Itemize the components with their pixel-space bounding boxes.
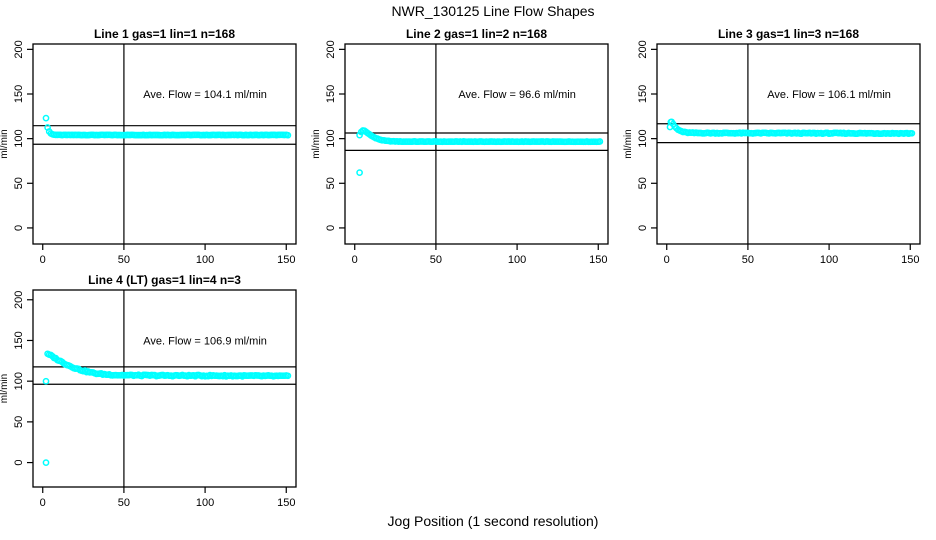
y-tick-label: 50 <box>13 416 25 428</box>
plot-box <box>656 43 921 245</box>
y-tick-label: 100 <box>13 129 25 147</box>
y-tick-label: 150 <box>637 85 649 103</box>
y-tick-label: 50 <box>13 177 25 189</box>
figure-title: NWR_130125 Line Flow Shapes <box>391 3 595 19</box>
average-flow-annotation: Ave. Flow = 96.6 ml/min <box>458 89 575 101</box>
y-tick-label: 150 <box>13 331 25 349</box>
y-tick-label: 0 <box>637 225 649 231</box>
plot-box <box>344 43 609 245</box>
average-flow-annotation: Ave. Flow = 106.9 ml/min <box>143 335 267 347</box>
average-flow-annotation: Ave. Flow = 104.1 ml/min <box>143 89 267 101</box>
data-point <box>356 169 363 176</box>
x-tick-label: 150 <box>277 254 295 266</box>
x-tick-label: 50 <box>430 254 442 266</box>
y-tick-label: 200 <box>325 40 337 58</box>
y-tick-label: 0 <box>13 460 25 466</box>
y-tick-label: 200 <box>637 40 649 58</box>
data-point <box>42 114 50 122</box>
x-tick-label: 50 <box>118 497 130 509</box>
y-axis-label: ml/min <box>0 129 10 158</box>
x-tick-label: 0 <box>40 254 46 266</box>
data-point <box>596 138 604 145</box>
x-tick-label: 150 <box>901 254 919 266</box>
x-tick-label: 0 <box>40 497 46 509</box>
y-axis-label: ml/min <box>311 129 322 158</box>
panel-title: Line 1 gas=1 lin=1 n=168 <box>94 27 235 41</box>
panel-title: Line 2 gas=1 lin=2 n=168 <box>406 27 547 41</box>
x-tick-label: 0 <box>664 254 670 266</box>
x-tick-label: 100 <box>508 254 526 266</box>
average-flow-annotation: Ave. Flow = 106.1 ml/min <box>767 89 891 101</box>
y-tick-label: 200 <box>13 40 25 58</box>
x-tick-label: 100 <box>196 497 214 509</box>
data-point <box>42 459 50 466</box>
y-axis-label: ml/min <box>0 374 10 403</box>
y-tick-label: 50 <box>637 177 649 189</box>
plot-box <box>32 289 297 488</box>
y-tick-label: 100 <box>637 129 649 147</box>
figure-x-axis-label: Jog Position (1 second resolution) <box>387 513 599 529</box>
y-tick-label: 0 <box>13 225 25 231</box>
plot-box <box>32 43 297 245</box>
panel-title: Line 3 gas=1 lin=3 n=168 <box>718 27 859 41</box>
data-point <box>908 129 916 137</box>
y-tick-label: 100 <box>325 129 337 147</box>
y-axis-label: ml/min <box>623 129 634 158</box>
x-tick-label: 100 <box>196 254 214 266</box>
data-point <box>42 377 50 385</box>
y-tick-label: 200 <box>13 291 25 309</box>
x-tick-label: 50 <box>742 254 754 266</box>
x-tick-label: 100 <box>820 254 838 266</box>
panel-title: Line 4 (LT) gas=1 lin=4 n=3 <box>88 273 241 287</box>
data-point <box>284 372 292 380</box>
y-tick-label: 0 <box>325 225 337 231</box>
y-tick-label: 150 <box>13 85 25 103</box>
x-tick-label: 150 <box>277 497 295 509</box>
y-tick-label: 50 <box>325 177 337 189</box>
x-tick-label: 150 <box>589 254 607 266</box>
y-tick-label: 100 <box>13 372 25 390</box>
x-tick-label: 0 <box>352 254 358 266</box>
x-tick-label: 50 <box>118 254 130 266</box>
data-point <box>284 131 292 139</box>
y-tick-label: 150 <box>325 85 337 103</box>
